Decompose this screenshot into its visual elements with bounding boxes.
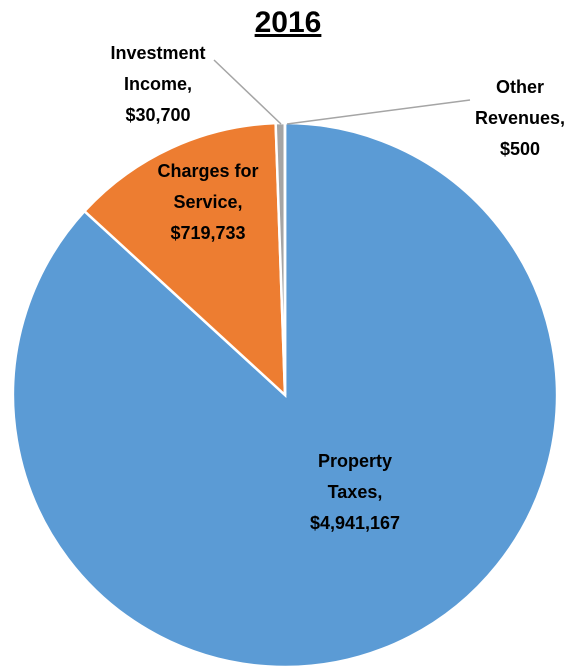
label-separator: , (560, 108, 566, 128)
label-category: Other Revenues (474, 77, 561, 128)
data-label: Other Revenues, $500 (461, 72, 576, 165)
chart-title: 2016 (254, 6, 322, 39)
label-value: $30,700 (125, 105, 191, 125)
data-label: Investment Income, $30,700 (92, 38, 224, 131)
label-value: $500 (499, 139, 541, 159)
data-label: Charges for Service, $719,733 (137, 156, 279, 249)
leader-line (213, 59, 282, 125)
label-separator: , (237, 192, 243, 212)
leader-line (286, 99, 471, 125)
data-label: Property Taxes, $4,941,167 (299, 446, 411, 539)
label-category: Property Taxes (317, 451, 393, 502)
label-separator: , (377, 482, 383, 502)
label-separator: , (187, 74, 193, 94)
label-category: Charges for Service (157, 161, 259, 212)
label-value: $719,733 (170, 223, 246, 243)
label-value: $4,941,167 (309, 513, 401, 533)
pie-slice (82, 121, 287, 398)
label-category: Investment Income (110, 43, 206, 94)
